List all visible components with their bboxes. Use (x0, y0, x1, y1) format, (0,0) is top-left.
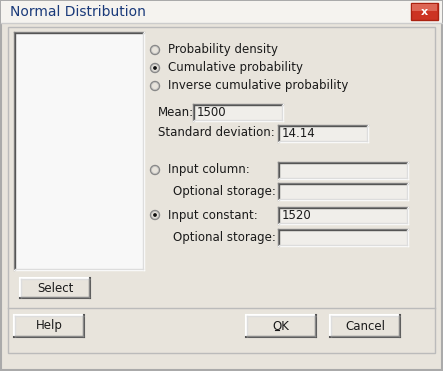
Text: 1520: 1520 (282, 209, 312, 222)
FancyBboxPatch shape (14, 315, 84, 337)
Circle shape (152, 211, 159, 219)
Circle shape (151, 46, 159, 55)
FancyBboxPatch shape (278, 207, 408, 224)
FancyBboxPatch shape (193, 104, 283, 121)
Circle shape (152, 46, 159, 53)
Circle shape (151, 63, 159, 72)
FancyBboxPatch shape (330, 315, 400, 337)
FancyBboxPatch shape (411, 3, 438, 20)
Text: Input column:: Input column: (168, 164, 250, 177)
FancyBboxPatch shape (14, 32, 144, 270)
Circle shape (151, 210, 159, 220)
Text: Probability density: Probability density (168, 43, 278, 56)
Text: 1500: 1500 (197, 106, 227, 119)
Text: Inverse cumulative probability: Inverse cumulative probability (168, 79, 348, 92)
Text: Input constant:: Input constant: (168, 209, 258, 221)
Circle shape (151, 165, 159, 174)
Circle shape (153, 213, 157, 217)
Text: x: x (421, 7, 428, 17)
FancyBboxPatch shape (278, 162, 408, 179)
Text: Cancel: Cancel (345, 319, 385, 332)
Text: Mean:: Mean: (158, 105, 194, 118)
Text: Cumulative probability: Cumulative probability (168, 62, 303, 75)
Circle shape (153, 66, 157, 70)
Circle shape (152, 65, 159, 72)
FancyBboxPatch shape (246, 315, 316, 337)
Text: Optional storage:: Optional storage: (173, 184, 276, 197)
Circle shape (152, 82, 159, 89)
FancyBboxPatch shape (412, 4, 437, 11)
Text: Normal Distribution: Normal Distribution (10, 5, 146, 19)
Circle shape (152, 167, 159, 174)
FancyBboxPatch shape (8, 27, 435, 353)
Text: Standard deviation:: Standard deviation: (158, 127, 275, 139)
Circle shape (151, 82, 159, 91)
Text: OK: OK (272, 319, 289, 332)
FancyBboxPatch shape (278, 229, 408, 246)
Text: Select: Select (37, 282, 73, 295)
Text: Optional storage:: Optional storage: (173, 230, 276, 243)
FancyBboxPatch shape (278, 125, 368, 142)
Text: 14.14: 14.14 (282, 127, 316, 140)
FancyBboxPatch shape (278, 183, 408, 200)
FancyBboxPatch shape (20, 278, 90, 298)
FancyBboxPatch shape (1, 1, 442, 23)
Text: Help: Help (35, 319, 62, 332)
